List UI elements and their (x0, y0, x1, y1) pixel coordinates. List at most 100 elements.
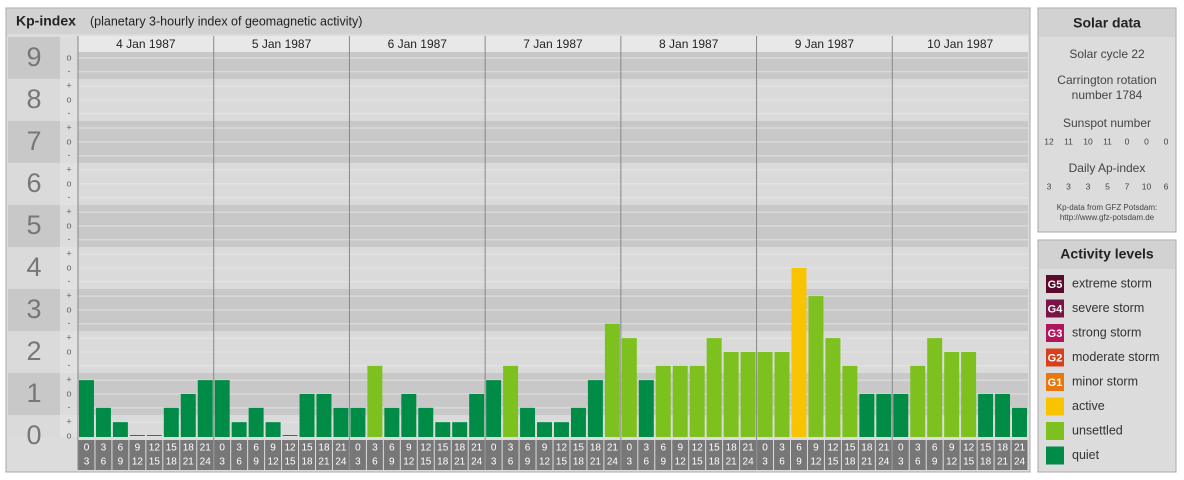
source: http://www.gfz-potsdam.de (1060, 213, 1155, 222)
y-tick-label: 2 (26, 336, 41, 366)
x-tick-label: 3 (627, 457, 633, 468)
x-tick-label: 6 (389, 443, 395, 454)
minor-tick-label: o (66, 304, 71, 314)
x-tick-label: 9 (118, 457, 124, 468)
bar (163, 407, 179, 437)
bar (333, 407, 349, 437)
x-tick-cell (248, 440, 265, 470)
sunspot-value: 11 (1064, 136, 1073, 146)
y-tick-label: 1 (26, 378, 41, 408)
minor-tick-label: + (66, 417, 71, 427)
x-tick-cell (824, 440, 841, 470)
bar (587, 380, 603, 437)
x-tick-cell (909, 440, 926, 470)
x-tick-label: 18 (590, 443, 602, 454)
day-label: 9 Jan 1987 (795, 37, 855, 51)
minor-tick-label: + (66, 374, 71, 384)
y-tick-label: 9 (26, 42, 41, 72)
bar (791, 267, 807, 437)
x-tick-cell (587, 440, 604, 470)
x-tick-label: 9 (677, 443, 683, 454)
day-label: 8 Jan 1987 (659, 37, 719, 51)
x-tick-label: 3 (236, 443, 242, 454)
bar (418, 407, 434, 437)
x-tick-cell (129, 440, 146, 470)
x-tick-label: 3 (355, 457, 361, 468)
bar (231, 422, 247, 437)
bar (469, 393, 485, 437)
x-tick-label: 21 (607, 443, 619, 454)
ap-value: 7 (1125, 181, 1130, 191)
sunspot-value: 11 (1103, 136, 1112, 146)
x-tick-label: 18 (301, 457, 313, 468)
title-bar (7, 9, 1029, 34)
bar (876, 393, 892, 437)
x-tick-label: 18 (183, 443, 195, 454)
x-tick-label: 21 (590, 457, 602, 468)
x-tick-label: 6 (660, 443, 666, 454)
x-tick-cell (570, 440, 587, 470)
x-tick-label: 9 (406, 443, 412, 454)
x-tick-cell (451, 440, 468, 470)
bar (995, 393, 1011, 437)
chart-title: Kp-index (16, 13, 76, 29)
x-tick-cell (757, 440, 774, 470)
bar (129, 435, 145, 436)
x-tick-label: 18 (726, 443, 738, 454)
y-tick-label: 3 (26, 294, 41, 324)
x-tick-cell (282, 440, 299, 470)
x-tick-cell (655, 440, 672, 470)
x-tick-label: 12 (420, 443, 432, 454)
x-tick-label: 6 (915, 457, 921, 468)
minor-tick-label: - (68, 234, 71, 244)
sunspot-value: 12 (1044, 136, 1054, 146)
minor-tick-label: - (68, 402, 71, 412)
minor-tick-label: o (66, 262, 71, 272)
day-label: 10 Jan 1987 (927, 37, 993, 51)
carrington: Carrington rotation (1057, 73, 1156, 87)
x-tick-label: 21 (335, 443, 347, 454)
x-tick-label: 18 (844, 457, 856, 468)
x-tick-label: 3 (219, 457, 225, 468)
x-tick-cell (366, 440, 383, 470)
minor-tick-label: + (66, 248, 71, 258)
x-tick-label: 12 (539, 457, 551, 468)
x-tick-label: 3 (762, 457, 768, 468)
minor-tick-label: + (66, 164, 71, 174)
solar-panel (1037, 7, 1177, 233)
bar (927, 338, 943, 437)
legend-swatch (1046, 348, 1064, 367)
x-tick-cell (502, 440, 519, 470)
ap-value: 10 (1142, 181, 1152, 191)
solar-title-bar (1039, 9, 1175, 37)
bar (265, 422, 281, 437)
x-tick-cell (774, 440, 790, 470)
source: Kp-data from GFZ Potsdam: (1057, 203, 1157, 212)
y-tick-label: 6 (26, 168, 41, 198)
x-tick-label: 12 (827, 443, 839, 454)
x-tick-label: 0 (84, 443, 90, 454)
minor-tick-label: - (68, 360, 71, 370)
bar (503, 365, 519, 437)
legend-badge: G5 (1048, 279, 1063, 291)
legend-label: extreme storm (1072, 276, 1152, 290)
bar (604, 323, 620, 437)
x-tick-cell (265, 440, 282, 470)
legend-badge: G2 (1048, 352, 1063, 364)
bar (638, 380, 654, 437)
x-tick-label: 9 (253, 457, 259, 468)
x-tick-label: 3 (915, 443, 921, 454)
x-tick-cell (740, 440, 757, 470)
x-tick-cell (791, 440, 807, 470)
x-tick-label: 9 (389, 457, 395, 468)
day-label: 7 Jan 1987 (523, 37, 583, 51)
bar (978, 393, 994, 437)
x-tick-label: 15 (301, 443, 313, 454)
x-tick-label: 24 (1014, 457, 1026, 468)
minor-tick-label: + (66, 80, 71, 90)
ap-value: 3 (1047, 181, 1052, 191)
x-tick-label: 15 (827, 457, 839, 468)
bar (79, 380, 94, 437)
bar (537, 422, 552, 437)
